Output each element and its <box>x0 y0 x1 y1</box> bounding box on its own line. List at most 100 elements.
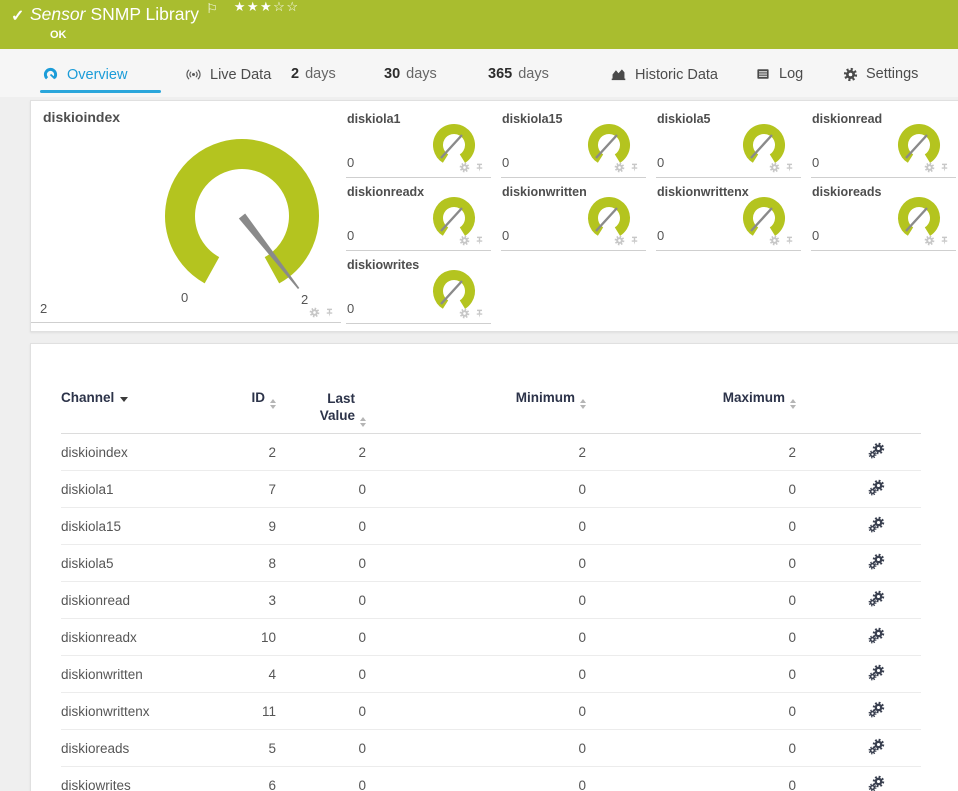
pin-icon[interactable] <box>474 162 485 173</box>
gauge-cell-diskiola15: diskiola15 0 <box>501 106 646 178</box>
cell-settings <box>796 470 921 508</box>
channel-settings-icon[interactable] <box>868 479 885 496</box>
channel-settings-icon[interactable] <box>868 590 885 607</box>
table-row[interactable]: diskiowrites 6 0 0 0 <box>61 766 921 791</box>
cell-minimum: 0 <box>366 544 586 582</box>
cell-settings <box>796 618 921 656</box>
table-row[interactable]: diskiola1 7 0 0 0 <box>61 470 921 508</box>
gauge-label: diskioindex <box>43 109 121 125</box>
gauge-label: diskioreads <box>812 185 882 199</box>
pin-icon[interactable] <box>474 308 485 319</box>
gear-icon[interactable] <box>614 235 625 246</box>
gear-icon[interactable] <box>769 235 780 246</box>
channel-settings-icon[interactable] <box>868 701 885 718</box>
table-row[interactable]: diskionreadx 10 0 0 0 <box>61 618 921 656</box>
gear-icon[interactable] <box>459 235 470 246</box>
cell-maximum: 0 <box>586 581 796 619</box>
cell-maximum: 0 <box>586 729 796 767</box>
cell-settings <box>796 581 921 619</box>
cell-id: 5 <box>216 729 276 767</box>
channel-settings-icon[interactable] <box>868 775 885 791</box>
cell-id: 10 <box>216 618 276 656</box>
gear-icon[interactable] <box>459 308 470 319</box>
pin-icon[interactable] <box>939 235 950 246</box>
cell-settings <box>796 544 921 582</box>
cell-last-value: 0 <box>276 618 366 656</box>
tab-settings[interactable]: Settings <box>843 66 918 82</box>
tab-historic-data[interactable]: Historic Data <box>610 66 718 83</box>
table-row[interactable]: diskioindex 2 2 2 2 <box>61 433 921 471</box>
cell-settings <box>796 729 921 767</box>
cell-channel: diskiowrites <box>61 766 216 791</box>
pin-icon[interactable] <box>324 307 335 318</box>
gear-icon[interactable] <box>769 162 780 173</box>
column-header-minimum[interactable]: Minimum <box>366 390 586 434</box>
gear-icon <box>843 67 858 82</box>
channel-settings-icon[interactable] <box>868 627 885 644</box>
tab-live-data[interactable]: Live Data <box>185 66 271 83</box>
cell-id: 11 <box>216 692 276 730</box>
column-header-channel[interactable]: Channel <box>61 390 216 434</box>
tab-365-days[interactable]: 365 days <box>488 66 549 82</box>
cell-settings <box>796 655 921 693</box>
sort-desc-icon <box>120 397 129 402</box>
channel-settings-icon[interactable] <box>868 516 885 533</box>
gear-icon[interactable] <box>309 307 320 318</box>
live-icon <box>186 69 201 80</box>
tab-overview[interactable]: Overview <box>42 66 127 83</box>
tab-30-days[interactable]: 30 days <box>384 66 437 82</box>
gear-icon[interactable] <box>614 162 625 173</box>
pin-icon[interactable] <box>784 235 795 246</box>
pin-icon[interactable] <box>939 162 950 173</box>
table-row[interactable]: diskionread 3 0 0 0 <box>61 581 921 619</box>
tab-label: Historic Data <box>635 66 718 83</box>
pin-icon[interactable] <box>474 235 485 246</box>
channel-settings-icon[interactable] <box>868 664 885 681</box>
channel-settings-icon[interactable] <box>868 553 885 570</box>
gauge-label: diskiola1 <box>347 112 401 126</box>
table-row[interactable]: diskiola15 9 0 0 0 <box>61 507 921 545</box>
gauge-cell-diskionread: diskionread 0 <box>811 106 956 178</box>
tab-label: Live Data <box>210 66 272 83</box>
gauge-icon <box>43 67 58 82</box>
cell-id: 8 <box>216 544 276 582</box>
cell-id: 7 <box>216 470 276 508</box>
pin-icon[interactable] <box>784 162 795 173</box>
gauge-label: diskionwritten <box>502 185 587 199</box>
cell-minimum: 0 <box>366 581 586 619</box>
channel-settings-icon[interactable] <box>868 442 885 459</box>
table-row[interactable]: diskioreads 5 0 0 0 <box>61 729 921 767</box>
cell-channel: diskioreads <box>61 729 216 767</box>
flag-icon[interactable]: ⚐ <box>206 1 218 16</box>
pin-icon[interactable] <box>629 162 640 173</box>
column-header-last-value[interactable]: Last Value <box>276 390 366 434</box>
table-row[interactable]: diskionwritten 4 0 0 0 <box>61 655 921 693</box>
cell-last-value: 0 <box>276 470 366 508</box>
channels-panel: Channel ID Last Value Minimum Maximum di… <box>30 343 958 791</box>
column-header-maximum[interactable]: Maximum <box>586 390 796 434</box>
tab-2-days[interactable]: 2 days <box>291 66 336 82</box>
sort-icon <box>360 417 366 427</box>
gear-icon[interactable] <box>924 235 935 246</box>
tab-log[interactable]: Log <box>755 66 803 82</box>
rating-stars[interactable]: ★★★☆☆ <box>233 0 300 14</box>
cell-id: 9 <box>216 507 276 545</box>
column-header-id[interactable]: ID <box>216 390 276 434</box>
sensor-title: SNMP Library <box>90 4 200 24</box>
gauge-cell-diskiowrites: diskiowrites 0 <box>346 252 491 324</box>
sort-icon <box>580 399 586 409</box>
pin-icon[interactable] <box>629 235 640 246</box>
gear-icon[interactable] <box>924 162 935 173</box>
tab-bar: Overview Live Data 2 days 30 days 365 days … <box>0 49 958 97</box>
gauges-panel: diskioindex 0 2 2 diskiola1 0 diskiola15 0 d… <box>30 100 958 332</box>
cell-maximum: 2 <box>586 433 796 471</box>
sensor-header: ✓ Sensor SNMP Library ⚐ ★★★☆☆ OK <box>0 0 958 49</box>
cell-minimum: 0 <box>366 766 586 791</box>
channel-settings-icon[interactable] <box>868 738 885 755</box>
table-row[interactable]: diskionwrittenx 11 0 0 0 <box>61 692 921 730</box>
status-ok-icon: ✓ <box>11 8 25 25</box>
cell-channel: diskionwrittenx <box>61 692 216 730</box>
table-row[interactable]: diskiola5 8 0 0 0 <box>61 544 921 582</box>
gear-icon[interactable] <box>459 162 470 173</box>
cell-channel: diskiola15 <box>61 507 216 545</box>
